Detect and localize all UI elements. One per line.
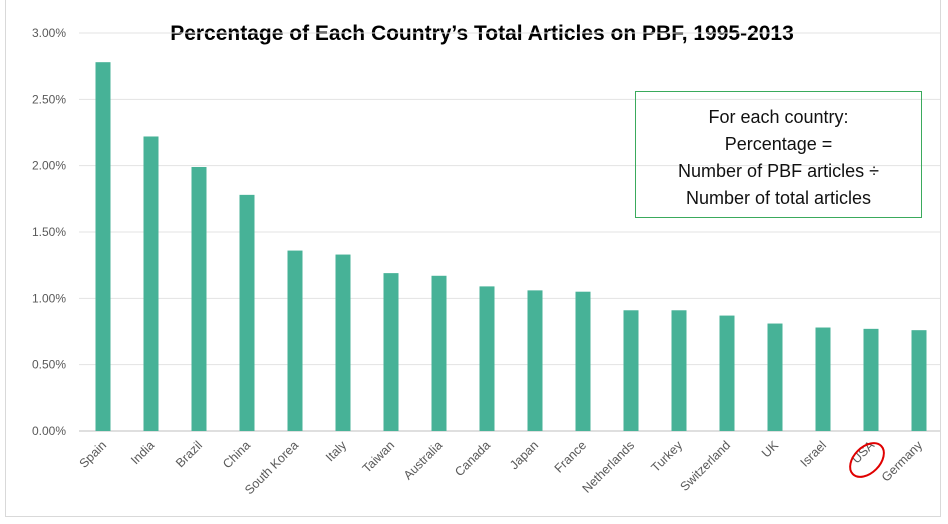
x-tick-label: Israel xyxy=(798,438,830,470)
bar-brazil xyxy=(191,166,207,431)
bar-france xyxy=(575,291,591,431)
bar-germany xyxy=(911,330,927,431)
y-tick-label: 1.50% xyxy=(32,225,66,239)
annotation-line: Number of PBF articles ÷ xyxy=(678,161,879,181)
bar-south-korea xyxy=(287,250,303,431)
highlight-circle xyxy=(849,442,885,478)
x-tick-label: Canada xyxy=(452,438,493,479)
x-tick-label: Australia xyxy=(401,438,445,482)
x-tick-label: Netherlands xyxy=(580,438,638,496)
bar-usa xyxy=(863,328,879,431)
bar-japan xyxy=(527,290,543,431)
y-tick-label: 0.00% xyxy=(32,424,66,438)
annotation-line: Percentage = xyxy=(724,134,833,154)
bar-china xyxy=(239,194,255,431)
x-tick-label: Spain xyxy=(77,438,110,471)
bar-italy xyxy=(335,254,351,431)
bar-canada xyxy=(479,286,495,431)
annotation-line: Number of total articles xyxy=(685,188,872,208)
bar-switzerland xyxy=(719,315,735,431)
y-tick-label: 2.00% xyxy=(32,159,66,173)
annotation-line: For each country: xyxy=(708,107,849,127)
annotation-box: For each country: Percentage = Number of… xyxy=(635,91,922,218)
bar-spain xyxy=(95,62,111,431)
x-tick-label: France xyxy=(552,438,589,475)
y-tick-label: 1.00% xyxy=(32,291,66,305)
bar-netherlands xyxy=(623,310,639,431)
x-tick-label: India xyxy=(128,438,157,467)
x-tick-label: Italy xyxy=(323,438,350,465)
bar-taiwan xyxy=(383,273,399,431)
bar-uk xyxy=(767,323,783,431)
bar-australia xyxy=(431,275,447,431)
x-tick-label: Germany xyxy=(879,438,926,485)
bar-israel xyxy=(815,327,831,431)
x-tick-label: Switzerland xyxy=(678,438,734,494)
x-tick-label: Brazil xyxy=(173,438,205,470)
x-tick-label: Japan xyxy=(507,438,541,472)
y-tick-label: 0.50% xyxy=(32,358,66,372)
x-tick-label: Taiwan xyxy=(360,438,397,475)
x-tick-label: China xyxy=(220,438,253,471)
bar-turkey xyxy=(671,310,687,431)
x-tick-label: USA xyxy=(849,438,878,467)
chart-frame xyxy=(5,0,941,517)
bar-india xyxy=(143,136,159,432)
x-tick-label: Turkey xyxy=(649,438,686,475)
y-tick-label: 2.50% xyxy=(32,92,66,106)
x-tick-label: UK xyxy=(759,438,782,461)
y-tick-label: 3.00% xyxy=(32,26,66,40)
